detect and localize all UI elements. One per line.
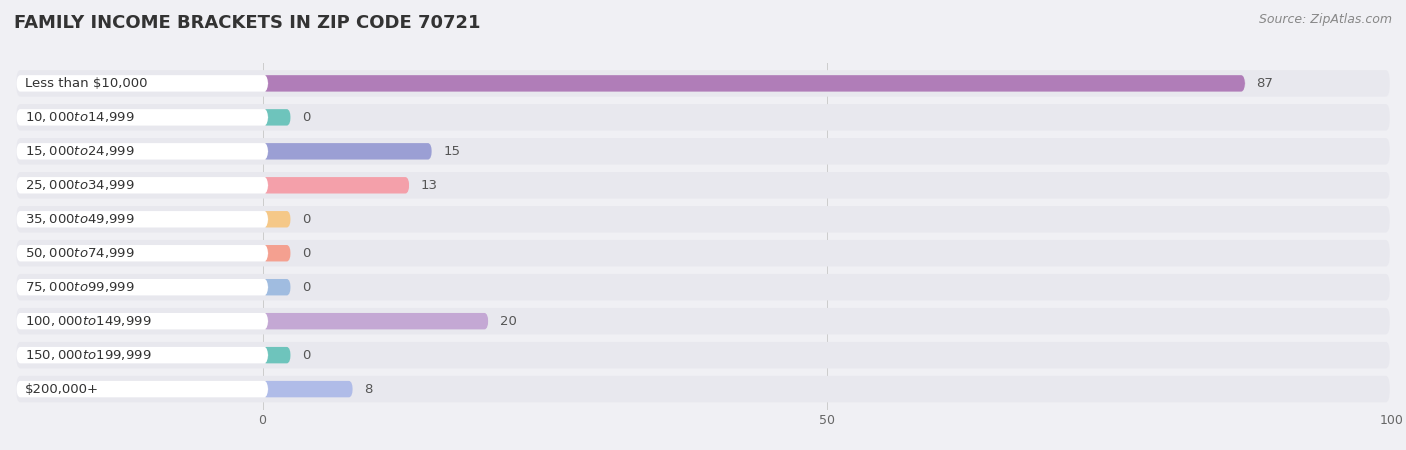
FancyBboxPatch shape (17, 104, 1389, 130)
FancyBboxPatch shape (263, 347, 291, 363)
Text: 0: 0 (302, 349, 311, 362)
FancyBboxPatch shape (17, 109, 269, 126)
Text: Source: ZipAtlas.com: Source: ZipAtlas.com (1258, 14, 1392, 27)
FancyBboxPatch shape (17, 279, 269, 295)
Text: $75,000 to $99,999: $75,000 to $99,999 (25, 280, 135, 294)
FancyBboxPatch shape (17, 240, 1389, 266)
Text: 15: 15 (443, 145, 460, 158)
FancyBboxPatch shape (263, 109, 291, 126)
FancyBboxPatch shape (17, 75, 269, 92)
Text: 13: 13 (420, 179, 437, 192)
Text: FAMILY INCOME BRACKETS IN ZIP CODE 70721: FAMILY INCOME BRACKETS IN ZIP CODE 70721 (14, 14, 481, 32)
FancyBboxPatch shape (263, 211, 291, 228)
FancyBboxPatch shape (17, 245, 269, 261)
Text: $150,000 to $199,999: $150,000 to $199,999 (25, 348, 152, 362)
Text: $35,000 to $49,999: $35,000 to $49,999 (25, 212, 135, 226)
Text: 20: 20 (499, 315, 516, 328)
Text: Less than $10,000: Less than $10,000 (25, 77, 148, 90)
FancyBboxPatch shape (17, 211, 269, 228)
FancyBboxPatch shape (263, 143, 432, 160)
FancyBboxPatch shape (17, 313, 269, 329)
FancyBboxPatch shape (17, 347, 269, 363)
Text: 87: 87 (1257, 77, 1274, 90)
FancyBboxPatch shape (263, 75, 1246, 92)
Text: $10,000 to $14,999: $10,000 to $14,999 (25, 110, 135, 124)
FancyBboxPatch shape (17, 376, 1389, 402)
FancyBboxPatch shape (17, 342, 1389, 369)
Text: $50,000 to $74,999: $50,000 to $74,999 (25, 246, 135, 260)
FancyBboxPatch shape (17, 381, 269, 397)
FancyBboxPatch shape (17, 70, 1389, 97)
FancyBboxPatch shape (263, 177, 409, 194)
FancyBboxPatch shape (17, 206, 1389, 233)
FancyBboxPatch shape (17, 138, 1389, 165)
Text: $25,000 to $34,999: $25,000 to $34,999 (25, 178, 135, 192)
FancyBboxPatch shape (263, 279, 291, 295)
FancyBboxPatch shape (263, 381, 353, 397)
Text: 0: 0 (302, 247, 311, 260)
FancyBboxPatch shape (17, 177, 269, 194)
FancyBboxPatch shape (263, 245, 291, 261)
Text: $100,000 to $149,999: $100,000 to $149,999 (25, 314, 152, 328)
Text: 8: 8 (364, 382, 373, 396)
Text: $15,000 to $24,999: $15,000 to $24,999 (25, 144, 135, 158)
Text: 0: 0 (302, 281, 311, 294)
FancyBboxPatch shape (17, 143, 269, 160)
FancyBboxPatch shape (263, 313, 488, 329)
Text: 0: 0 (302, 213, 311, 226)
Text: $200,000+: $200,000+ (25, 382, 100, 396)
FancyBboxPatch shape (17, 172, 1389, 198)
FancyBboxPatch shape (17, 308, 1389, 334)
FancyBboxPatch shape (17, 274, 1389, 301)
Text: 0: 0 (302, 111, 311, 124)
